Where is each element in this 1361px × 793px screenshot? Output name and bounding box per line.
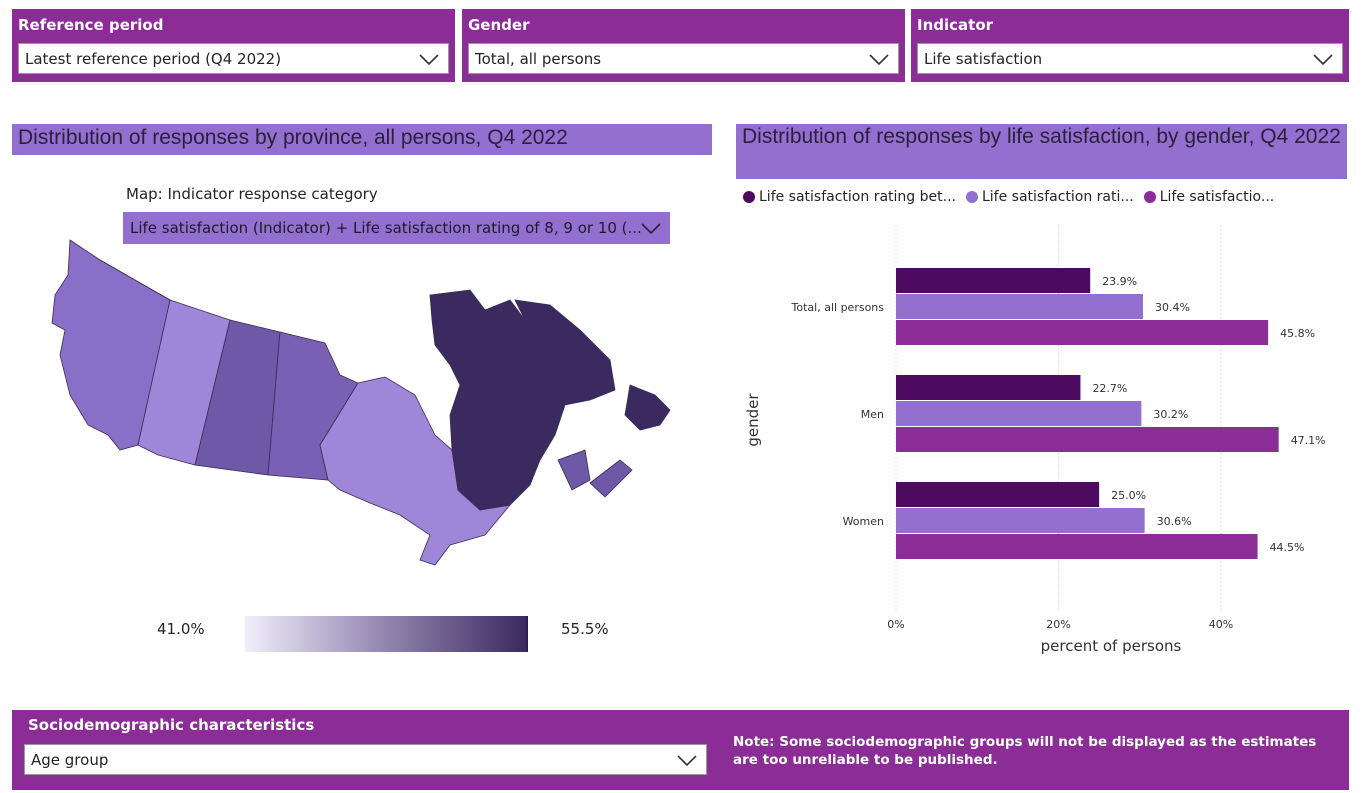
northern-border: [99, 259, 171, 301]
bar-chart: 0% 20% 40% Total, all persons 23.9% 30.4% 45.8…: [744, 225, 1326, 655]
bar[interactable]: [896, 427, 1279, 452]
indicator-label: Indicator: [917, 16, 994, 34]
legend-dot-1: [743, 191, 755, 203]
category-label: Men: [861, 408, 884, 421]
data-label: 45.8%: [1280, 327, 1315, 340]
bar[interactable]: [896, 508, 1145, 533]
bar[interactable]: [896, 482, 1100, 507]
province-alberta[interactable]: [137, 299, 231, 466]
map-category-dropdown[interactable]: Life satisfaction (Indicator) + Life sat…: [123, 212, 670, 244]
legend-item-1[interactable]: Life satisfaction rating bet...: [743, 189, 956, 205]
data-label: 30.2%: [1153, 408, 1188, 421]
category-label: Total, all persons: [791, 301, 885, 314]
chevron-down-icon: [1313, 54, 1333, 66]
chevron-down-icon: [641, 223, 661, 235]
reference-period-value: Latest reference period (Q4 2022): [25, 50, 282, 68]
x-axis-title: percent of persons: [1041, 637, 1182, 655]
legend-dot-2: [965, 191, 978, 203]
province-ontario[interactable]: [319, 376, 511, 566]
map-legend-gradient: [245, 616, 528, 652]
data-label: 47.1%: [1291, 434, 1326, 447]
province-new-brunswick[interactable]: [557, 449, 591, 491]
province-labrador[interactable]: [514, 299, 616, 406]
gender-filter: Gender Total, all persons: [462, 9, 905, 82]
sociodemographic-filter: Sociodemographic characteristics Age gro…: [12, 710, 1349, 790]
gender-value: Total, all persons: [475, 50, 602, 68]
chart-legend: Life satisfaction rating bet... Life sat…: [743, 189, 1274, 205]
bar[interactable]: [896, 320, 1269, 345]
map-legend-max: 55.5%: [561, 620, 609, 638]
bar[interactable]: [896, 294, 1143, 319]
bar[interactable]: [896, 534, 1258, 559]
canada-province-map: [51, 239, 671, 566]
data-label: 22.7%: [1092, 382, 1127, 395]
bar[interactable]: [896, 375, 1081, 400]
sociodemographic-label: Sociodemographic characteristics: [28, 716, 315, 734]
legend-label-1: Life satisfaction rating bet...: [759, 189, 956, 205]
legend-label-3: Life satisfactio...: [1159, 189, 1275, 205]
data-label: 23.9%: [1102, 275, 1137, 288]
map-category-label: Map: Indicator response category: [126, 185, 378, 203]
chart-panel-title: Distribution of responses by life satisf…: [736, 124, 1347, 179]
chevron-down-icon: [419, 54, 439, 66]
legend-item-3[interactable]: Life satisfactio...: [1143, 189, 1275, 205]
map-category-value: Life satisfaction (Indicator) + Life sat…: [130, 219, 642, 237]
indicator-filter: Indicator Life satisfaction: [911, 9, 1349, 82]
y-axis-title: gender: [744, 393, 762, 447]
x-tick-label: 0%: [887, 618, 904, 631]
indicator-value: Life satisfaction: [924, 50, 1043, 68]
legend-dot-3: [1143, 191, 1156, 203]
x-tick-label: 20%: [1046, 618, 1070, 631]
bar[interactable]: [896, 401, 1142, 426]
x-tick-label: 40%: [1209, 618, 1233, 631]
note-text: Note: Some sociodemographic groups will …: [733, 734, 1317, 768]
reference-period-filter: Reference period Latest reference period…: [12, 9, 455, 82]
sociodemographic-value: Age group: [31, 751, 109, 769]
indicator-dropdown[interactable]: Life satisfaction: [917, 43, 1343, 74]
category-label: Women: [843, 515, 884, 528]
data-label: 25.0%: [1111, 489, 1146, 502]
reference-period-dropdown[interactable]: Latest reference period (Q4 2022): [18, 43, 449, 74]
legend-label-2: Life satisfaction rati...: [981, 189, 1134, 205]
data-label: 30.4%: [1155, 301, 1190, 314]
bar[interactable]: [896, 268, 1091, 293]
map-panel-title: Distribution of responses by province, a…: [12, 124, 712, 155]
province-nova-scotia[interactable]: [589, 459, 633, 498]
province-quebec[interactable]: [429, 289, 566, 511]
gender-label: Gender: [468, 16, 530, 34]
sociodemographic-dropdown[interactable]: Age group: [24, 744, 707, 775]
map-legend-min: 41.0%: [157, 620, 205, 638]
gender-dropdown[interactable]: Total, all persons: [468, 43, 899, 74]
data-label: 30.6%: [1157, 515, 1192, 528]
province-newfoundland[interactable]: [624, 384, 671, 431]
chevron-down-icon: [677, 755, 697, 767]
legend-item-2[interactable]: Life satisfaction rati...: [965, 189, 1134, 205]
data-label: 44.5%: [1270, 541, 1305, 554]
reference-period-label: Reference period: [18, 16, 164, 34]
chevron-down-icon: [869, 54, 889, 66]
